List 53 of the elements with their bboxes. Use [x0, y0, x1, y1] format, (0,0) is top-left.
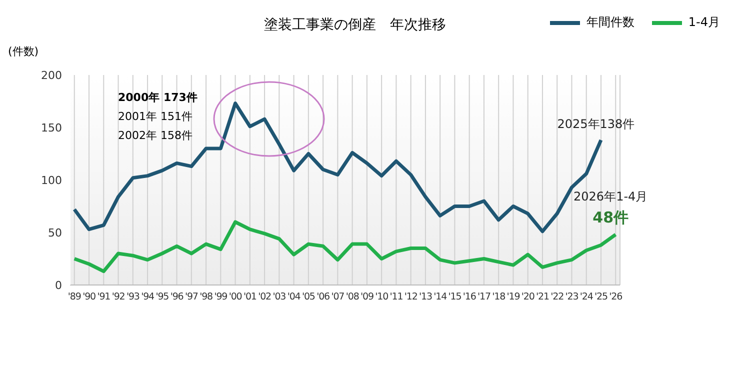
x-tick-label: '20: [521, 292, 535, 303]
x-tick-label: '98: [200, 292, 214, 303]
x-tick-label: '04: [287, 292, 301, 303]
x-tick-label: '10: [375, 292, 389, 303]
legend-label: 年間件数: [586, 14, 634, 31]
chart-title: 塗装工事業の倒産 年次推移: [264, 17, 446, 33]
x-tick-label: '19: [506, 292, 520, 303]
x-tick-label: '05: [302, 292, 316, 303]
x-tick-label: '99: [214, 292, 228, 303]
x-tick-label: '09: [360, 292, 374, 303]
annotation: 2002年 158件: [118, 128, 194, 144]
x-tick-label: '14: [434, 292, 448, 303]
x-tick-label: '18: [492, 292, 506, 303]
x-tick-label: '17: [478, 292, 491, 303]
annotation: 2000年 173件: [118, 90, 198, 106]
y-tick-label: 50: [48, 226, 62, 240]
x-tick-label: '08: [346, 292, 360, 303]
x-tick-label: '93: [126, 292, 140, 303]
annotation: 48件: [592, 208, 629, 227]
y-axis-title: (件数): [8, 44, 39, 59]
x-tick-label: '94: [141, 292, 155, 303]
x-tick-label: '01: [243, 292, 257, 303]
x-tick-label: '24: [580, 292, 594, 303]
legend-label: 1-4月: [688, 14, 720, 31]
x-tick-label: '97: [184, 292, 198, 303]
x-tick-label: '92: [112, 292, 126, 303]
x-tick-label: '11: [390, 292, 404, 303]
x-tick-label: '23: [565, 292, 579, 303]
y-tick-label: 150: [41, 121, 62, 134]
x-tick-label: '25: [594, 292, 608, 303]
annotation: 2001年 151件: [118, 109, 194, 125]
y-tick-label: 0: [55, 278, 62, 292]
annotation: 2025年138件: [557, 117, 635, 132]
x-tick-label: '22: [550, 292, 564, 303]
x-tick-label: '89: [68, 292, 82, 303]
x-tick-label: '26: [609, 292, 623, 303]
x-tick-label: '16: [462, 292, 476, 303]
x-tick-label: '91: [97, 292, 111, 303]
x-tick-label: '95: [156, 292, 170, 303]
x-tick-label: '15: [448, 292, 462, 303]
x-tick-label: '12: [404, 292, 418, 303]
y-tick-label: 100: [41, 174, 62, 187]
x-tick-label: '07: [331, 292, 345, 303]
x-tick-label: '90: [82, 292, 96, 303]
x-tick-label: '96: [170, 292, 184, 303]
x-tick-label: '03: [272, 292, 286, 303]
x-tick-label: '13: [419, 292, 432, 303]
x-tick-label: '00: [228, 292, 242, 303]
y-tick-label: 200: [41, 68, 62, 82]
x-tick-label: '21: [536, 292, 550, 303]
annotation: 2026年1-4月: [574, 190, 648, 204]
x-tick-label: '06: [316, 292, 330, 303]
x-tick-label: '02: [258, 292, 272, 303]
